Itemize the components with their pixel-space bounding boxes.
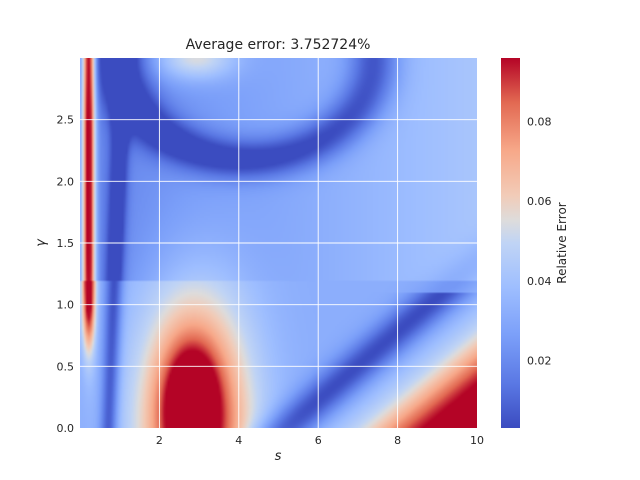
- y-axis-ticks: 0.0 0.5 1.0 1.5 2.0 2.5: [57, 114, 75, 435]
- x-tick-label: 6: [315, 434, 322, 447]
- colorbar-ticks: 0.02 0.04 0.06 0.08: [527, 116, 552, 368]
- colorbar-tick-label: 0.04: [527, 275, 552, 288]
- grid-lines: [80, 58, 477, 428]
- chart-title: Average error: 3.752724%: [186, 37, 371, 53]
- x-axis-ticks: 2 4 6 8 10: [156, 434, 484, 447]
- y-tick-label: 0.5: [57, 360, 75, 373]
- y-tick-label: 2.5: [57, 114, 75, 127]
- x-tick-label: 4: [235, 434, 242, 447]
- y-tick-label: 2.0: [57, 175, 75, 188]
- x-tick-label: 8: [394, 434, 401, 447]
- colorbar-tick-label: 0.06: [527, 195, 552, 208]
- y-axis-label: γ: [34, 238, 49, 247]
- y-tick-label: 1.0: [57, 299, 75, 312]
- x-tick-label: 2: [156, 434, 163, 447]
- x-tick-label: 10: [470, 434, 484, 447]
- colorbar-label: Relative Error: [555, 202, 569, 284]
- colorbar-tick-label: 0.02: [527, 354, 552, 367]
- x-axis-label: s: [275, 449, 282, 464]
- colorbar: [501, 58, 520, 428]
- y-tick-label: 1.5: [57, 237, 75, 250]
- colorbar-tick-label: 0.08: [527, 116, 552, 129]
- y-tick-label: 0.0: [57, 422, 75, 435]
